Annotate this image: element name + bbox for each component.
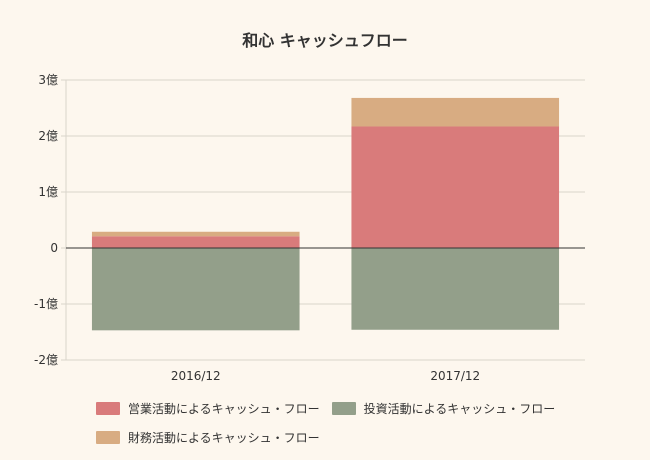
legend-swatch-investing	[331, 401, 356, 415]
legend-row: 財務活動によるキャッシュ・フロー	[96, 429, 596, 445]
bar-segment	[91, 236, 300, 248]
y-tick-label: 1億	[38, 185, 58, 199]
legend-label-financing: 財務活動によるキャッシュ・フロー	[128, 430, 320, 445]
x-axis: 2016/12 2017/12	[171, 369, 480, 383]
legend-label-operating: 営業活動によるキャッシュ・フロー	[128, 401, 320, 416]
y-tick-label: 2億	[38, 129, 58, 143]
legend-item-investing[interactable]: 投資活動によるキャッシュ・フロー	[331, 400, 556, 417]
legend-swatch-operating	[96, 401, 120, 415]
legend-item-operating[interactable]: 営業活動によるキャッシュ・フロー	[96, 400, 320, 417]
y-axis: 3億 2億 1億 0 -1億 -2億	[34, 73, 58, 367]
y-tick-label: 0	[50, 241, 58, 255]
legend-swatch-financing	[96, 430, 120, 444]
bar-segment	[351, 126, 560, 248]
y-tick-label: -1億	[34, 297, 58, 311]
y-tick-label: 3億	[38, 73, 58, 87]
legend-item-financing[interactable]: 財務活動によるキャッシュ・フロー	[96, 429, 320, 446]
chart-title: 和心 キャッシュフロー	[242, 31, 408, 50]
bar-segment	[351, 248, 560, 330]
bar-segment	[91, 231, 300, 237]
legend-row: 営業活動によるキャッシュ・フロー 投資活動によるキャッシュ・フロー	[96, 400, 596, 416]
bars	[91, 97, 560, 331]
legend: 営業活動によるキャッシュ・フロー 投資活動によるキャッシュ・フロー 財務活動によ…	[96, 400, 596, 458]
y-tick-label: -2億	[34, 353, 58, 367]
legend-label-investing: 投資活動によるキャッシュ・フロー	[363, 401, 556, 416]
bar-segment	[91, 248, 300, 331]
x-tick-label: 2016/12	[171, 369, 221, 383]
grid-lines	[61, 79, 585, 361]
x-tick-label: 2017/12	[430, 369, 480, 383]
bar-segment	[351, 97, 560, 127]
